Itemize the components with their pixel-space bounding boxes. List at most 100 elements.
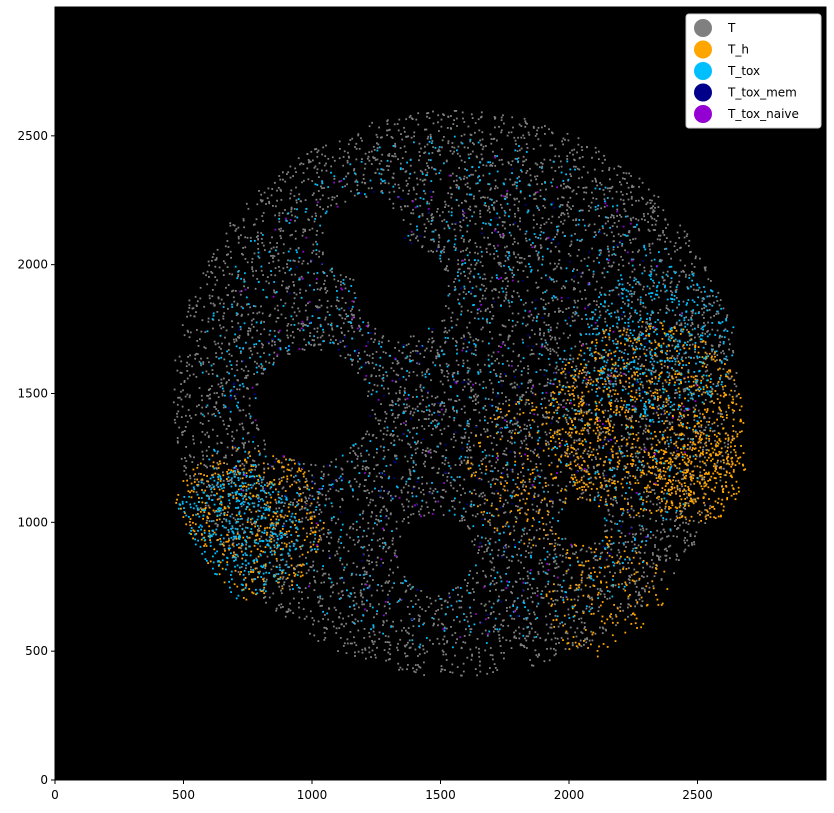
point <box>687 502 690 505</box>
point <box>528 480 531 483</box>
point <box>259 589 262 592</box>
point <box>595 304 598 306</box>
point <box>241 463 244 465</box>
point <box>676 284 679 286</box>
point <box>257 463 260 466</box>
point <box>402 189 404 192</box>
point <box>500 589 503 592</box>
point <box>559 160 562 163</box>
point <box>402 219 405 221</box>
point <box>496 478 499 481</box>
point <box>692 284 695 286</box>
point <box>551 185 554 188</box>
point <box>558 310 561 312</box>
point <box>643 337 645 340</box>
point <box>483 494 486 497</box>
point <box>481 255 483 258</box>
point <box>466 359 469 362</box>
point <box>263 352 265 354</box>
point <box>394 417 397 419</box>
point <box>412 208 414 211</box>
point <box>382 351 385 353</box>
point <box>221 342 223 345</box>
point <box>638 333 641 336</box>
point <box>706 364 709 366</box>
point <box>534 618 537 620</box>
point <box>465 628 467 631</box>
point <box>317 306 319 309</box>
point <box>597 435 599 438</box>
point <box>245 377 248 379</box>
point <box>297 322 300 325</box>
point <box>410 212 413 215</box>
point <box>349 452 351 454</box>
point <box>529 659 531 661</box>
point <box>286 173 288 175</box>
point <box>430 136 432 138</box>
point <box>524 265 527 268</box>
point <box>250 568 252 571</box>
point <box>460 178 462 181</box>
point <box>513 385 516 388</box>
point <box>284 302 287 305</box>
point <box>536 183 539 186</box>
point <box>289 176 292 179</box>
point <box>225 382 228 385</box>
point <box>502 488 505 491</box>
point <box>377 419 380 422</box>
point <box>566 132 569 135</box>
point <box>280 559 282 562</box>
point <box>625 374 627 377</box>
point <box>513 136 516 139</box>
point <box>554 603 556 606</box>
point <box>470 500 473 503</box>
point <box>612 376 615 378</box>
point <box>316 288 319 291</box>
point <box>197 345 200 347</box>
point <box>490 465 493 467</box>
point <box>224 454 227 457</box>
point <box>655 411 658 414</box>
point <box>241 313 243 316</box>
point <box>638 593 640 595</box>
point <box>385 515 388 517</box>
point <box>221 384 224 387</box>
point <box>466 193 468 196</box>
point <box>536 163 539 166</box>
point <box>444 305 447 307</box>
point <box>177 441 179 444</box>
point <box>702 446 705 449</box>
point <box>381 341 383 344</box>
point <box>413 427 415 429</box>
point <box>370 163 373 165</box>
point <box>253 521 256 524</box>
point <box>450 193 453 196</box>
point <box>468 440 470 443</box>
point <box>697 521 700 524</box>
point <box>378 603 380 606</box>
point <box>331 198 334 201</box>
point <box>268 200 270 203</box>
point <box>403 390 406 392</box>
point <box>454 400 456 402</box>
point <box>186 420 189 423</box>
point <box>178 426 181 429</box>
point <box>415 452 417 455</box>
point <box>395 630 398 633</box>
point <box>651 489 654 491</box>
point <box>256 567 258 570</box>
point <box>536 175 539 177</box>
point <box>323 581 325 584</box>
point <box>462 662 465 665</box>
point <box>380 403 382 405</box>
point <box>237 336 239 339</box>
point <box>627 186 630 189</box>
point <box>547 538 549 540</box>
point <box>296 564 299 567</box>
point <box>674 242 677 244</box>
point <box>517 312 520 315</box>
point <box>562 187 565 190</box>
point <box>429 487 432 490</box>
point <box>583 643 585 646</box>
point <box>551 500 554 503</box>
